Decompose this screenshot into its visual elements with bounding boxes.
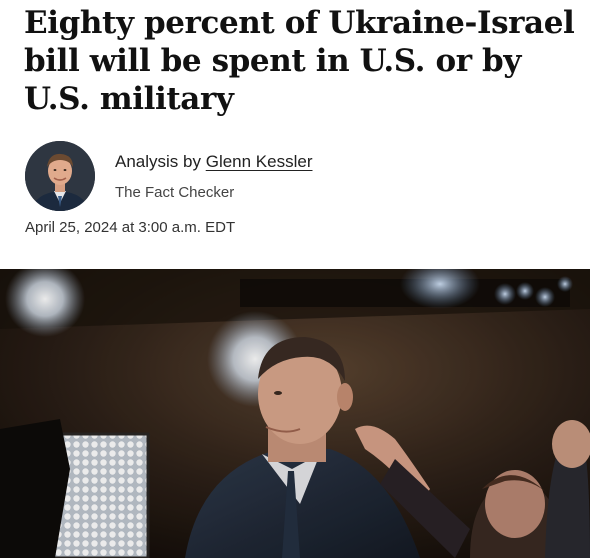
byline-prefix: Analysis by (115, 152, 201, 171)
byline: Analysis by Glenn Kessler (115, 151, 313, 173)
section-label[interactable]: The Fact Checker (115, 184, 235, 201)
author-headshot-icon (25, 141, 95, 211)
article-headline: Eighty percent of Ukraine-Israel bill wi… (24, 5, 575, 117)
man-in-suit-photo-icon (0, 269, 590, 558)
author-avatar[interactable] (25, 141, 95, 211)
lead-photo[interactable] (0, 269, 590, 558)
author-link[interactable]: Glenn Kessler (205, 152, 313, 171)
publish-timestamp: April 25, 2024 at 3:00 a.m. EDT (25, 219, 236, 236)
